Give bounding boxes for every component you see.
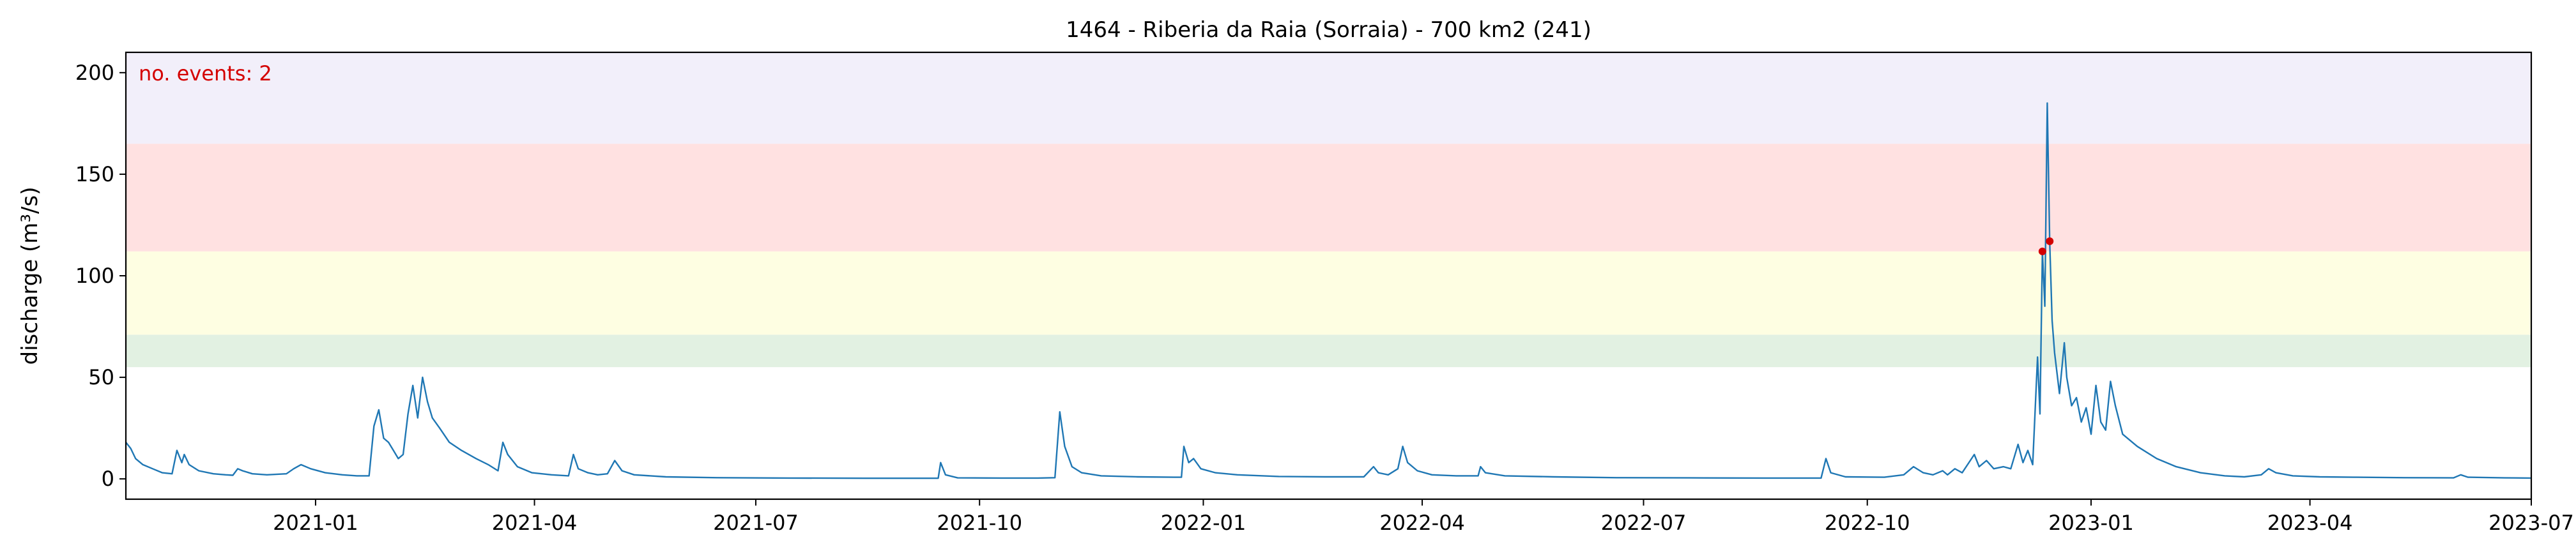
x-axis: 2021-01 2021-04 2021-07 2021-10 2022-01 2022-…: [273, 499, 2574, 535]
discharge-series-line: [125, 102, 2532, 479]
x-tick-label-6: 2022-04: [1379, 511, 1465, 535]
y-axis: 0 50 100 150 200: [75, 61, 126, 491]
y-tick-label-2: 50: [88, 365, 114, 389]
plot-area: [125, 102, 2532, 479]
x-tick-label-10: 2023-04: [2267, 511, 2353, 535]
threshold-band-4: [126, 52, 2531, 144]
y-tick-label-4: 150: [75, 162, 114, 186]
event-marker-2: [2046, 237, 2054, 245]
event-markers: [2038, 237, 2054, 255]
y-tick-label-5: 200: [75, 61, 114, 85]
event-count-annotation: no. events: 2: [139, 61, 272, 86]
event-marker-1: [2038, 247, 2046, 255]
x-tick-label-4: 2021-10: [937, 511, 1022, 535]
threshold-bands: [126, 52, 2531, 368]
x-tick-label-11: 2023-07: [2488, 511, 2574, 535]
threshold-band-1: [126, 334, 2531, 368]
threshold-band-3: [126, 144, 2531, 252]
y-axis-label: discharge (m³/s): [17, 187, 43, 365]
y-tick-label-1: 0: [102, 467, 114, 491]
x-tick-label-9: 2023-01: [2048, 511, 2134, 535]
y-tick-label-3: 100: [75, 264, 114, 288]
x-tick-label-7: 2022-07: [1601, 511, 1687, 535]
x-tick-label-1: 2021-01: [273, 511, 358, 535]
x-tick-label-5: 2022-01: [1161, 511, 1246, 535]
x-tick-label-2: 2021-04: [492, 511, 578, 535]
x-tick-label-8: 2022-10: [1825, 511, 1910, 535]
chart-title: 1464 - Riberia da Raia (Sorraia) - 700 k…: [1066, 17, 1591, 43]
x-tick-label-3: 2021-07: [713, 511, 799, 535]
threshold-band-2: [126, 251, 2531, 335]
